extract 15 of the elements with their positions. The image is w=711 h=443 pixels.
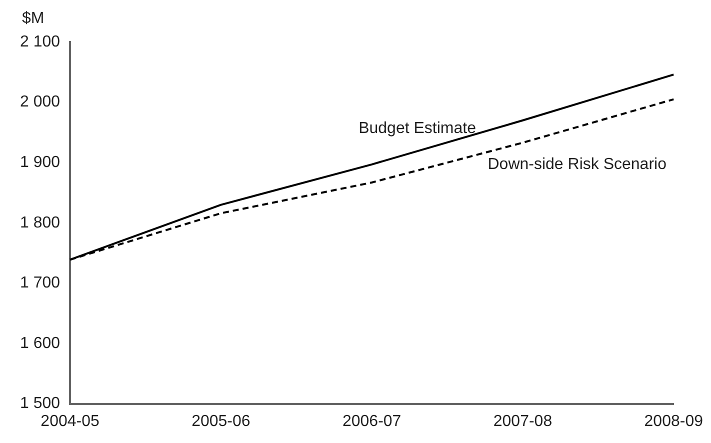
y-tick-label: 1 600 <box>20 334 60 352</box>
series-label: Down-side Risk Scenario <box>488 156 667 174</box>
x-tick-label: 2007-08 <box>493 412 552 430</box>
x-tick-label: 2006-07 <box>342 412 402 430</box>
y-axis-title: $M <box>22 10 44 28</box>
y-tick-label: 2 000 <box>20 94 60 111</box>
x-tick-label: 2005-06 <box>192 412 250 430</box>
y-tick-label: 1 800 <box>20 214 60 232</box>
series-label: Budget Estimate <box>358 120 476 137</box>
y-tick-label: 1 500 <box>20 395 60 412</box>
x-tick-label: 2004-05 <box>40 412 100 430</box>
y-tick-label: 1 900 <box>20 154 60 172</box>
y-tick-label: 2 100 <box>20 33 60 50</box>
y-tick-label: 1 700 <box>20 274 60 292</box>
x-tick-label: 2008-09 <box>644 412 704 430</box>
